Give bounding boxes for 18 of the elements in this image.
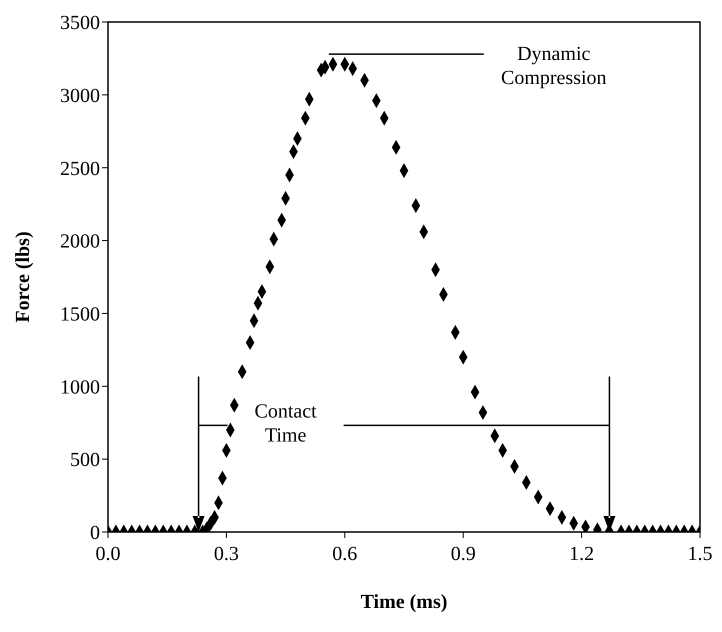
y-tick-label: 1000 [60, 376, 100, 398]
y-axis-title: Force (lbs) [12, 231, 34, 323]
y-tick-label: 3000 [60, 84, 100, 107]
x-tick-label: 0.6 [332, 543, 358, 566]
y-tick-label: 2000 [60, 230, 100, 253]
y-tick-label: 1500 [60, 304, 100, 326]
y-tick-label: 0 [90, 522, 100, 544]
x-tick-label: 0.9 [450, 543, 476, 566]
y-tick-label: 500 [70, 449, 100, 472]
x-axis-title: Time (ms) [360, 591, 448, 613]
x-tick-label: 0.0 [96, 543, 120, 566]
y-tick-label: 3500 [60, 12, 100, 34]
x-tick-label: 1.5 [688, 543, 712, 566]
x-tick-label: 0.3 [214, 543, 239, 566]
y-tick-label: 2500 [60, 158, 100, 180]
annotation: Dynamic Compression [500, 43, 607, 90]
x-tick-label: 1.2 [569, 543, 594, 566]
annotation: Contact Time [254, 400, 318, 446]
